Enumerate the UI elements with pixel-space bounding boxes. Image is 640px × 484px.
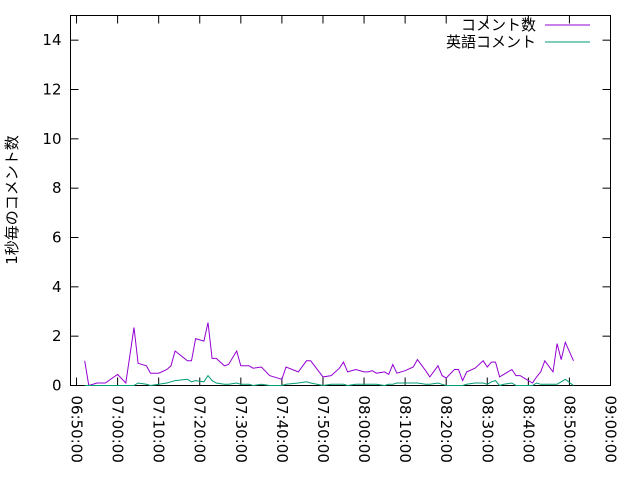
- x-tick-label-3: 07:20:00: [191, 396, 209, 463]
- legend-label-0: コメント数: [461, 16, 536, 34]
- y-tick-label-6: 6: [52, 229, 62, 247]
- x-tick-label-0: 06:50:00: [68, 396, 86, 463]
- series-layer: [85, 323, 574, 386]
- plot-border: [71, 16, 611, 386]
- y-axis: 0 2 4 6 8 10 12 14: [42, 31, 610, 394]
- y-tick-label-14: 14: [42, 31, 61, 49]
- legend: コメント数 英語コメント: [446, 16, 590, 51]
- x-tick-label-9: 08:20:00: [437, 396, 455, 463]
- y-tick-label-4: 4: [52, 278, 62, 296]
- x-tick-label-1: 07:00:00: [109, 396, 127, 463]
- x-tick-label-13: 09:00:00: [602, 396, 620, 463]
- x-tick-label-7: 08:00:00: [355, 396, 373, 463]
- x-tick-label-2: 07:10:00: [150, 396, 168, 463]
- x-tick-label-6: 07:50:00: [314, 396, 332, 463]
- legend-label-1: 英語コメント: [446, 33, 536, 51]
- y-tick-label-8: 8: [52, 179, 62, 197]
- y-tick-label-12: 12: [42, 81, 61, 99]
- x-tick-label-10: 08:30:00: [478, 396, 496, 463]
- series-line-0: [85, 323, 574, 386]
- x-tick-label-5: 07:40:00: [273, 396, 291, 463]
- y-tick-label-0: 0: [52, 377, 62, 395]
- x-tick-label-4: 07:30:00: [232, 396, 250, 463]
- y-tick-label-10: 10: [42, 130, 61, 148]
- y-tick-label-2: 2: [52, 327, 62, 345]
- y-axis-label: 1秒毎のコメント数: [3, 135, 21, 265]
- x-tick-label-8: 08:10:00: [396, 396, 414, 463]
- x-tick-label-11: 08:40:00: [519, 396, 537, 463]
- x-axis: 06:50:00 07:00:00 07:10:00 07:20:00 07:30:00…: [68, 16, 620, 463]
- x-tick-label-12: 08:50:00: [560, 396, 578, 463]
